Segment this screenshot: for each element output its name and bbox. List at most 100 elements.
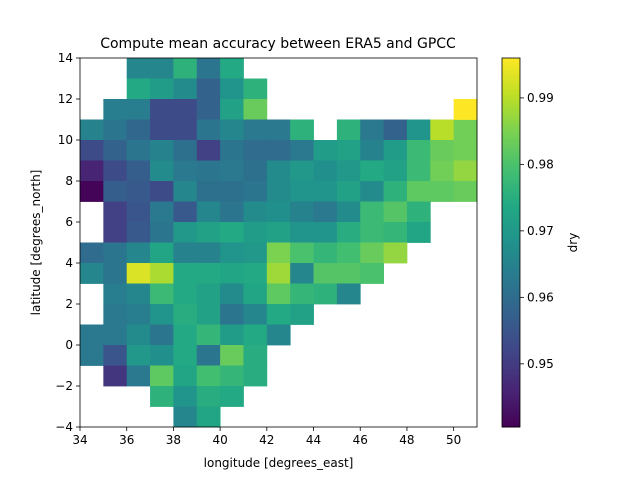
heatmap-cell [430,140,455,161]
heatmap-cell [406,181,431,202]
colorbar-segment [502,128,520,133]
x-tick-label: 50 [446,433,461,447]
colorbar-segment [502,390,520,394]
colorbar-segment [502,137,520,142]
heatmap-cell [313,201,338,223]
heatmap-cell [220,99,244,120]
heatmap-cell [196,58,221,79]
colorbar-segment [502,107,520,111]
x-tick-label: 42 [259,433,274,447]
heatmap-cell [406,222,431,243]
heatmap-cell [243,99,268,120]
heatmap-cell [103,263,128,284]
heatmap-cell [243,222,268,243]
colorbar-segment [502,64,520,68]
heatmap-cell [150,160,174,182]
heatmap-cells [80,58,478,428]
heatmap-cell [126,181,151,202]
colorbar-segment [502,313,520,317]
colorbar-segment [502,347,520,351]
heatmap-cell [290,283,314,305]
heatmap-cell [80,242,104,264]
heatmap-cell [126,160,151,182]
heatmap-cell [173,222,198,243]
heatmap-cell [383,160,408,182]
heatmap-cell [243,160,268,182]
colorbar-segment [502,353,520,357]
colorbar-segment [502,76,520,81]
heatmap-cell [150,304,174,325]
heatmap-cell [336,160,361,182]
heatmap-cell [313,181,338,202]
heatmap-cell [220,140,244,161]
heatmap-cell [453,160,478,182]
heatmap-cell [220,386,244,407]
x-tick-label: 48 [399,433,414,447]
heatmap-cell [126,140,151,161]
heatmap-cell [126,345,151,366]
colorbar-segment [502,150,520,154]
heatmap-cell [220,283,244,305]
heatmap-cell [103,119,128,141]
colorbar-segment [502,141,520,145]
chart-title: Compute mean accuracy between ERA5 and G… [100,36,456,52]
heatmap-cell [243,263,268,284]
heatmap-cell [220,242,244,264]
heatmap-cell [266,140,291,161]
heatmap-cell [150,140,174,161]
heatmap-cell [196,304,221,325]
colorbar-segment [502,340,520,345]
y-axis: −4 −2 0 2 4 6 8 10 12 14 [55,51,80,434]
colorbar-segment [502,162,520,167]
heatmap-cell [126,242,151,264]
colorbar-tick-label: 0.99 [527,91,554,105]
heatmap-cell [196,119,221,141]
heatmap-cell [150,386,174,407]
colorbar-segment [502,316,520,320]
heatmap-cell [336,181,361,202]
heatmap-cell [406,119,431,141]
colorbar-segment [502,359,520,363]
heatmap-cell [196,386,221,407]
heatmap-cell [290,304,314,325]
heatmap-cell [243,119,268,141]
heatmap-cell [126,222,151,243]
heatmap-cell [103,283,128,305]
heatmap-cell [313,283,338,305]
heatmap-cell [126,365,151,387]
colorbar-segment [502,405,520,410]
colorbar-segment [502,61,520,65]
heatmap-cell [360,201,384,223]
colorbar-segment [502,423,520,428]
heatmap-cell [80,160,104,182]
heatmap-cell [266,160,291,182]
colorbar-segment [502,233,520,237]
colorbar-frame [501,57,521,428]
heatmap-cell [360,119,384,141]
heatmap-cell [336,140,361,161]
heatmap-cell [266,304,291,325]
heatmap-cell [80,263,104,284]
colorbar-segment [502,110,520,114]
heatmap-cell [173,242,198,264]
heatmap-cell [266,283,291,305]
colorbar-segment [502,242,520,247]
heatmap-cell [126,201,151,223]
colorbar-segment [502,159,520,164]
heatmap-cell [220,304,244,325]
colorbar-segment [502,254,520,259]
heatmap-cell [383,201,408,223]
heatmap-cell [243,201,268,223]
colorbar-segment [502,365,520,370]
heatmap-cell [290,222,314,243]
heatmap-cell [266,324,291,346]
heatmap-cell [196,242,221,264]
heatmap-cell [173,140,198,161]
colorbar-segment [502,168,520,173]
heatmap-cell [360,181,384,202]
colorbar-segment [502,408,520,413]
heatmap-cell [173,58,198,79]
y-tick-label: 0 [65,338,73,352]
colorbar-label: dry [566,233,580,253]
x-tick-label: 44 [306,433,321,447]
